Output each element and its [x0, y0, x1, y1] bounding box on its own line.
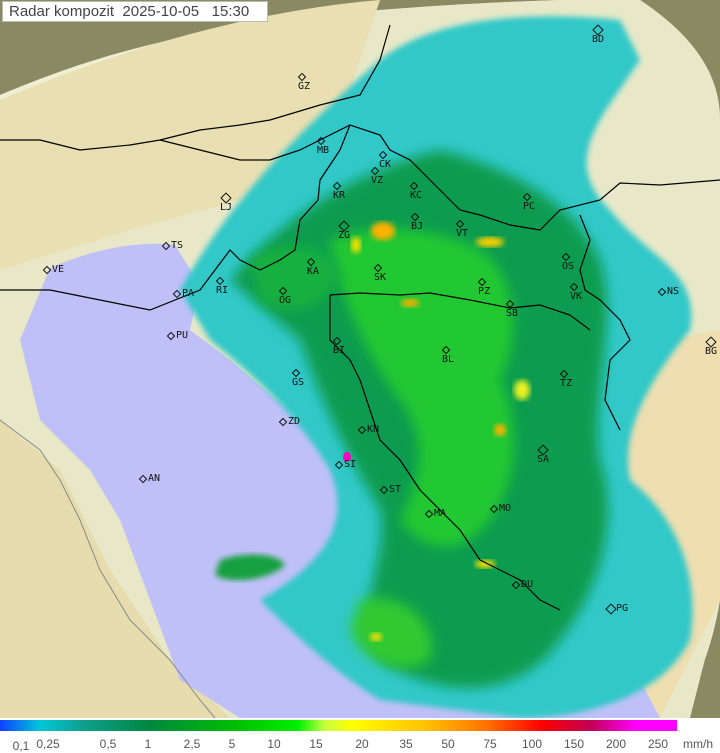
city-label-vk: VK [570, 291, 583, 302]
city-label-tz: TZ [560, 378, 573, 389]
legend-label: 35 [399, 737, 413, 751]
city-label-vz: VZ [371, 175, 384, 186]
legend-label: 20 [355, 737, 369, 751]
city-label-gz: GZ [298, 81, 311, 92]
city-label-kr: KR [333, 190, 346, 201]
city-label-ve: VE [52, 264, 65, 275]
legend-label: 150 [563, 737, 585, 751]
city-label-mo: MO [499, 503, 512, 514]
title-label: Radar kompozit [9, 3, 115, 20]
map-title: Radar kompozit 2025-10-05 15:30 [2, 1, 268, 22]
city-label-mb: MB [317, 145, 330, 156]
city-label-ck: CK [379, 159, 392, 170]
city-label-ns: NS [667, 286, 680, 297]
city-label-ma: MA [434, 508, 447, 519]
city-label-ts: TS [171, 240, 184, 251]
city-label-kc: KC [410, 190, 423, 201]
city-label-bi: BI [333, 345, 346, 356]
legend-label: 0,1 [12, 739, 30, 753]
legend-label: 100 [521, 737, 543, 751]
radar-map[interactable]: Radar kompozit 2025-10-05 15:30 GZ BD MB CK… [0, 0, 720, 718]
city-label-an: AN [148, 473, 161, 484]
city-label-gs: GS [292, 377, 305, 388]
legend-label: 200 [605, 737, 627, 751]
city-label-bl: BL [442, 354, 455, 365]
legend-label: 0,5 [99, 737, 117, 751]
city-label-pz: PZ [478, 286, 491, 297]
city-label-bg: BG [705, 346, 718, 357]
city-label-lj: LJ [220, 202, 233, 213]
alps-relief [0, 0, 380, 270]
city-label-pc: PC [523, 201, 536, 212]
legend-label: 15 [309, 737, 323, 751]
city-label-sb: SB [506, 308, 519, 319]
legend-label: 5 [228, 737, 236, 751]
legend-label: 75 [483, 737, 497, 751]
city-label-ri: RI [216, 285, 229, 296]
city-label-zd: ZD [288, 416, 301, 427]
legend-label: 1 [144, 737, 152, 751]
city-label-ka: KA [307, 266, 320, 277]
city-label-sk: SK [374, 272, 387, 283]
map-background [0, 0, 720, 718]
legend-label: 2,5 [183, 737, 201, 751]
city-label-sa: SA [537, 454, 550, 465]
city-label-vt: VT [456, 228, 469, 239]
italy-relief [0, 420, 230, 718]
city-label-du: DU [521, 579, 534, 590]
country-borders [0, 24, 720, 611]
color-scale-bar [0, 720, 677, 731]
city-label-bd: BD [592, 34, 605, 45]
title-date: 2025-10-05 [122, 3, 200, 20]
city-label-kn: KN [367, 424, 380, 435]
city-label-pa: PA [182, 288, 195, 299]
title-time: 15:30 [211, 3, 250, 20]
city-label-st: ST [389, 484, 402, 495]
city-label-bj: BJ [411, 221, 424, 232]
city-label-zg: ZG [338, 230, 351, 241]
city-label-os: OS [562, 261, 575, 272]
legend-label: 10 [267, 737, 281, 751]
city-label-pg: PG [616, 603, 629, 614]
legend-label: 250 [647, 737, 669, 751]
italy-border [0, 419, 216, 718]
precipitation-legend: 0,1 0,25 0,5 1 2,5 5 10 15 20 35 50 75 100 150 200 250 … [0, 718, 720, 753]
precipitation-layer [180, 16, 693, 718]
city-label-og: OG [279, 295, 292, 306]
legend-unit: mm/h [683, 737, 713, 751]
legend-label: 50 [441, 737, 455, 751]
city-label-pu: PU [176, 330, 189, 341]
legend-label: 0,25 [36, 737, 60, 751]
city-label-si: SI [344, 459, 357, 470]
